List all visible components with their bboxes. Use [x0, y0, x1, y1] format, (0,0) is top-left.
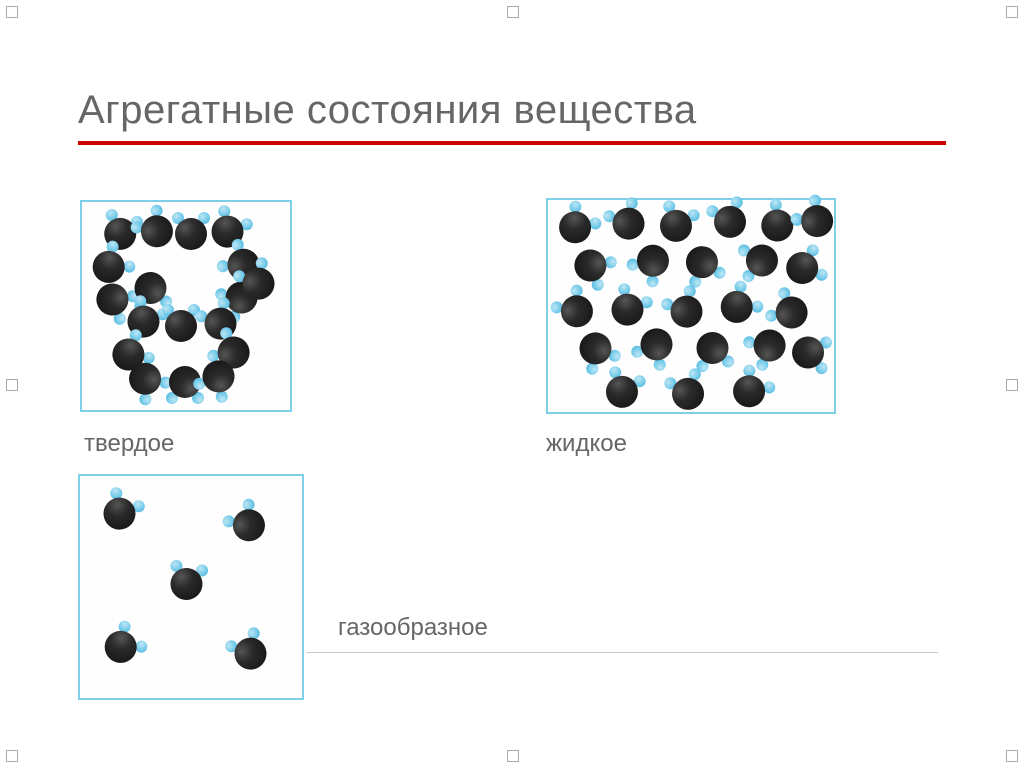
water-molecule — [550, 198, 604, 252]
water-molecule — [599, 365, 648, 414]
water-molecule — [165, 559, 209, 603]
title-underline — [78, 141, 946, 145]
slide-corner — [507, 6, 519, 18]
water-molecule — [172, 212, 210, 250]
water-molecule — [162, 304, 200, 342]
panel-liquid — [546, 198, 836, 414]
water-molecule — [663, 367, 712, 416]
water-molecule — [781, 243, 830, 292]
slide-corner — [507, 750, 519, 762]
label-liquid: жидкое — [546, 430, 627, 458]
panel-gas — [78, 474, 304, 700]
water-molecule — [548, 282, 602, 336]
label-gas: газообразное — [338, 614, 488, 642]
footer-line — [306, 652, 938, 653]
slide-corner — [6, 6, 18, 18]
water-molecule — [737, 239, 781, 283]
water-molecule — [96, 618, 150, 672]
page-title: Агрегатные состояния вещества — [78, 88, 946, 133]
water-molecule — [653, 199, 702, 248]
water-molecule — [679, 241, 728, 290]
water-molecule — [624, 236, 678, 290]
slide-corner — [1006, 6, 1018, 18]
panel-solid — [80, 200, 292, 412]
water-molecule — [712, 278, 766, 332]
water-molecule — [788, 192, 842, 246]
water-molecule — [789, 331, 833, 375]
slide-corner — [6, 379, 18, 391]
water-molecule — [724, 362, 778, 416]
water-molecule — [95, 485, 147, 537]
slide-corner — [1006, 750, 1018, 762]
slide-corner — [6, 750, 18, 762]
label-solid: твердое — [84, 430, 174, 458]
water-molecule — [220, 496, 274, 550]
water-molecule — [705, 195, 754, 244]
water-molecule — [223, 625, 275, 677]
slide-corner — [1006, 379, 1018, 391]
water-molecule — [659, 283, 711, 335]
title-block: Агрегатные состояния вещества — [78, 88, 946, 145]
